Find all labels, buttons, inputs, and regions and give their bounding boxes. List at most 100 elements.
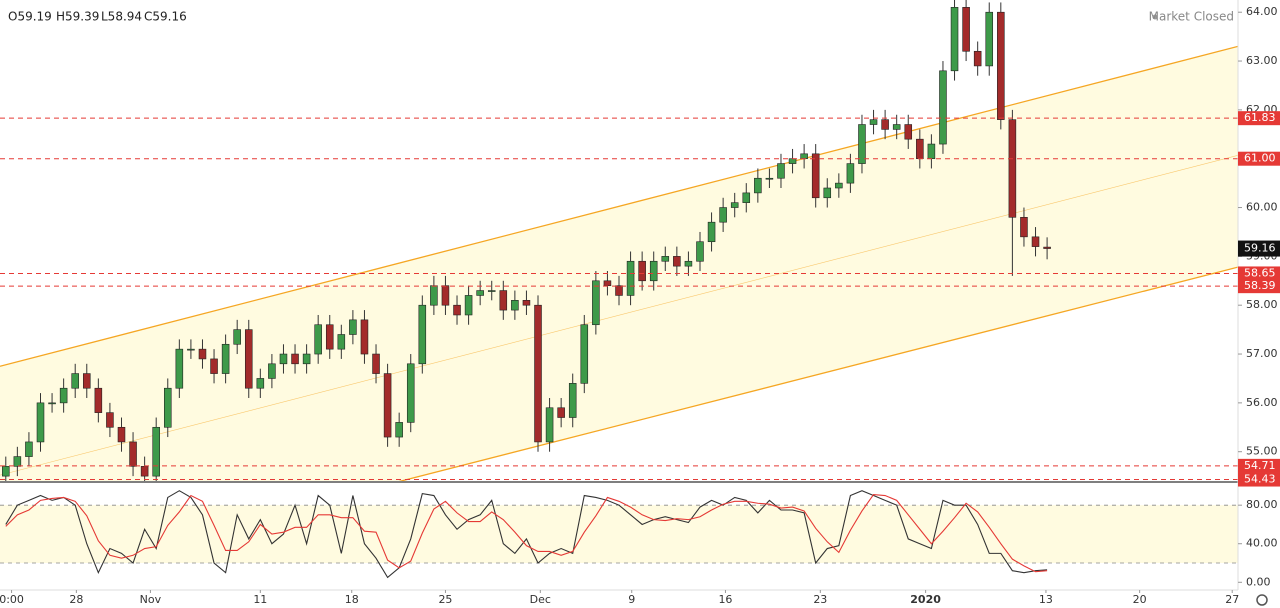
channel-line (0, 154, 1238, 476)
candle-body (175, 348, 184, 389)
candle-body (383, 373, 392, 438)
y-tick-label: 0.00 (1246, 575, 1271, 588)
candle-body (985, 11, 994, 67)
candle-body (997, 11, 1005, 120)
candle-body (800, 153, 808, 160)
x-tick-label: 0:00 (0, 593, 24, 606)
header-low: L58.94 (101, 10, 142, 24)
channel-line (398, 266, 1238, 481)
candle-body (626, 260, 635, 296)
candle-body (777, 163, 785, 179)
candle-body (545, 407, 554, 443)
candle-body (580, 324, 589, 384)
candle-body (881, 119, 889, 130)
candle-body (71, 373, 79, 389)
candle-body (406, 363, 415, 423)
header-open: O59.19 (8, 10, 52, 24)
level-tag (1238, 279, 1280, 294)
level-label: 54.43 (1244, 473, 1276, 486)
y-tick-label: 40.00 (1246, 537, 1278, 550)
candle-body (511, 300, 519, 311)
candle-body (892, 124, 901, 130)
candle-body (649, 260, 658, 282)
x-tick-label: 18 (345, 593, 359, 606)
candle-body (221, 343, 230, 374)
candle-body (279, 353, 288, 365)
candle-body (858, 124, 866, 164)
candle-body (962, 7, 970, 52)
candle-body (742, 192, 751, 203)
candle-body (684, 260, 693, 267)
level-label: 58.39 (1244, 279, 1276, 292)
candle-body (325, 324, 334, 350)
x-tick-label: 13 (1039, 593, 1053, 606)
x-tick-label: 27 (1225, 593, 1239, 606)
candle-body (441, 285, 450, 306)
oscillator-line (5, 490, 1048, 579)
candle-body (291, 353, 299, 365)
candle-body (499, 290, 508, 311)
y-tick-label: 80.00 (1246, 498, 1278, 511)
y-tick-label: 57.00 (1246, 347, 1278, 360)
candle-body (950, 7, 959, 72)
y-tick-label: 63.00 (1246, 54, 1278, 67)
candle-body (198, 348, 207, 360)
x-tick-label: 2020 (910, 593, 941, 606)
header-close: C59.16 (144, 10, 187, 24)
candle-body (1020, 217, 1028, 238)
channel-line (0, 45, 1238, 367)
y-tick-label: 60.00 (1246, 201, 1278, 214)
y-tick-label: 64.00 (1246, 5, 1278, 18)
x-tick-label: 20 (1133, 593, 1147, 606)
candle-body (846, 163, 855, 184)
x-tick-label: 25 (438, 593, 452, 606)
candle-body (927, 143, 936, 160)
x-tick-label: 23 (813, 593, 827, 606)
candle-body (94, 387, 103, 413)
header-high: H59.39 (56, 10, 99, 24)
candle-body (673, 256, 681, 267)
candle-body (233, 329, 241, 345)
candle-body (117, 426, 126, 443)
candle-body (835, 182, 843, 189)
candle-body (13, 456, 22, 467)
level-tag (1238, 111, 1280, 126)
market-status: Market Closed (1149, 10, 1234, 24)
candle-body (754, 177, 762, 194)
last-price-tag (1238, 240, 1280, 257)
candle-body (129, 441, 137, 467)
overlay: O59.19 H59.39 L58.94 C59.16 Market Close… (0, 5, 1280, 606)
band (0, 505, 1238, 564)
candle-body (730, 202, 739, 208)
y-tick-label: 55.00 (1246, 445, 1278, 458)
candle-body (337, 334, 346, 350)
candle-body (904, 124, 913, 140)
candle-body (256, 378, 265, 389)
candle-body (244, 329, 253, 389)
candle-body (152, 426, 160, 477)
candle-body (592, 280, 600, 326)
candle-body (59, 387, 68, 404)
status-dot (1152, 14, 1158, 20)
candle-body (534, 304, 542, 443)
candle-body (823, 187, 832, 199)
oscillator-pane (0, 490, 1238, 579)
price-pane (0, 0, 1238, 481)
settings-icon[interactable] (1256, 594, 1268, 606)
x-tick-label: 11 (253, 593, 267, 606)
candle-body (360, 319, 369, 355)
candle-body (568, 383, 577, 418)
candle-body (696, 241, 704, 262)
level-label: 61.83 (1244, 111, 1276, 124)
candle-body (1031, 236, 1040, 247)
candle-body (302, 353, 311, 365)
candle-body (187, 348, 195, 351)
candle-body (916, 138, 924, 160)
candle-body (557, 407, 565, 418)
candle-body (522, 300, 531, 306)
candle-body (349, 319, 357, 335)
candle-body (765, 177, 774, 180)
candle-body (487, 290, 496, 292)
x-tick-label: Dec (530, 593, 551, 606)
